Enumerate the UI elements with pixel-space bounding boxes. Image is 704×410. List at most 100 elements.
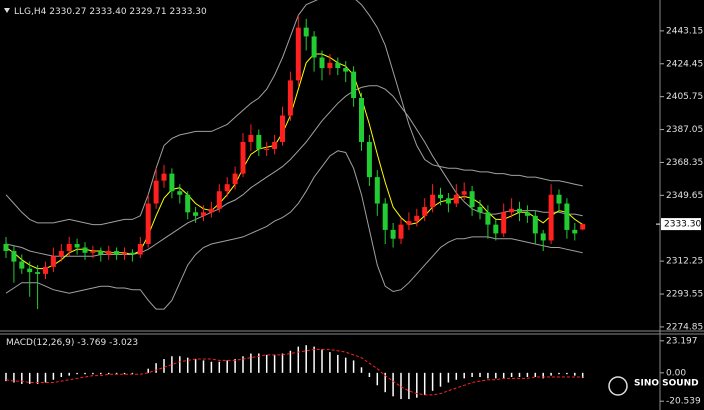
y-tick-label: 2274.85	[666, 322, 703, 332]
candle-body	[501, 212, 507, 234]
macd-value: -3.769	[77, 338, 106, 348]
candle-body	[177, 191, 183, 195]
candle-body	[517, 208, 522, 213]
candle-body	[161, 173, 167, 181]
candle-body	[422, 207, 428, 216]
candle-body	[216, 191, 222, 209]
candle-body	[445, 198, 451, 204]
candle-body	[335, 62, 341, 69]
candle-body	[240, 141, 246, 174]
candle-body	[430, 194, 436, 208]
price-marker-box	[661, 218, 701, 231]
candle-body	[185, 194, 191, 213]
signal-value: -3.023	[109, 338, 138, 348]
candle-body	[548, 194, 554, 241]
candle-body	[50, 256, 56, 267]
candle-body	[122, 252, 127, 255]
candle-body	[461, 191, 467, 195]
price-header: LLG,H4 2330.27 2333.40 2329.71 2333.30	[14, 7, 207, 17]
candle-body	[374, 177, 380, 204]
candle-body	[58, 251, 64, 257]
candle-body	[35, 272, 41, 274]
candle-body	[74, 243, 80, 248]
candle-body	[224, 184, 230, 192]
candle-body	[137, 243, 143, 255]
axes: 2443.15 2424.45 2405.75 2387.05 2368.35 2349.…	[656, 26, 703, 407]
candle-body	[248, 134, 254, 142]
candle-body	[509, 208, 515, 213]
candle-body	[382, 203, 388, 230]
price-panel	[3, 0, 586, 310]
logo: SINO SOUND	[608, 376, 699, 396]
candle-body	[485, 212, 491, 225]
candle-body	[359, 97, 364, 142]
open: 2330.27	[49, 7, 86, 17]
candle-body	[256, 134, 262, 149]
indicator-line	[5, 150, 583, 310]
y-tick-label: 2312.25	[666, 257, 703, 267]
y-tick-label: 0.00	[666, 368, 686, 378]
close: 2333.30	[170, 7, 207, 17]
candle-body	[572, 229, 578, 234]
macd-header: MACD(12,26,9) -3.769 -3.023	[6, 338, 138, 348]
low: 2329.71	[129, 7, 166, 17]
candle-body	[351, 71, 357, 98]
indicator-line	[5, 0, 583, 226]
candle-body	[208, 208, 214, 213]
logo-text: SINO SOUND	[634, 379, 699, 389]
candle-body	[280, 115, 285, 142]
candle-body	[493, 224, 499, 234]
candle-body	[390, 229, 396, 239]
candle-body	[414, 215, 420, 222]
y-tick-label: 23.197	[666, 336, 698, 346]
y-tick-label: 2443.15	[666, 26, 703, 36]
candle-body	[19, 261, 25, 269]
candle-body	[43, 266, 48, 274]
candle-body	[114, 251, 120, 255]
candle-body	[272, 141, 278, 149]
macd-title: MACD(12,26,9)	[6, 338, 74, 348]
candle-body	[453, 194, 459, 204]
candle-body	[540, 233, 546, 241]
logo-mark	[608, 376, 628, 396]
candle-body	[3, 243, 9, 252]
candle-body	[319, 57, 325, 69]
candle-body	[11, 251, 17, 262]
y-tick-label: 2293.55	[666, 290, 703, 300]
candle-body	[169, 173, 175, 192]
candle-body	[343, 68, 349, 72]
candle-body	[327, 62, 333, 69]
candle-body	[145, 203, 151, 244]
candle-body	[438, 194, 443, 199]
candle-body	[27, 268, 33, 273]
candle-body	[287, 80, 293, 116]
candle-body	[303, 27, 309, 37]
candle-body	[153, 180, 159, 204]
candle-body	[532, 215, 538, 234]
candle-body	[129, 252, 135, 255]
y-tick-label: 2387.05	[666, 125, 703, 135]
candle-body	[564, 203, 570, 230]
candle-body	[311, 36, 317, 58]
candle-body	[193, 212, 199, 216]
candle-body	[366, 141, 372, 178]
signal-line	[5, 348, 583, 396]
candle-body	[524, 212, 530, 216]
candle-body	[398, 224, 404, 239]
symbol: LLG,H4	[14, 7, 47, 17]
candle-body	[477, 207, 483, 213]
candle-body	[264, 148, 270, 150]
candle-body	[90, 251, 96, 253]
price-marker-label: 2333.30	[664, 220, 701, 230]
candle-body	[98, 251, 104, 255]
candle-body	[295, 27, 301, 81]
candle-body	[106, 251, 112, 255]
candle-body	[580, 224, 586, 230]
candle-body	[82, 247, 88, 253]
menu-arrow[interactable]	[4, 8, 10, 13]
y-tick-label: 2424.45	[666, 59, 703, 69]
candle-body	[66, 243, 72, 252]
y-tick-label: -20.539	[666, 397, 701, 407]
